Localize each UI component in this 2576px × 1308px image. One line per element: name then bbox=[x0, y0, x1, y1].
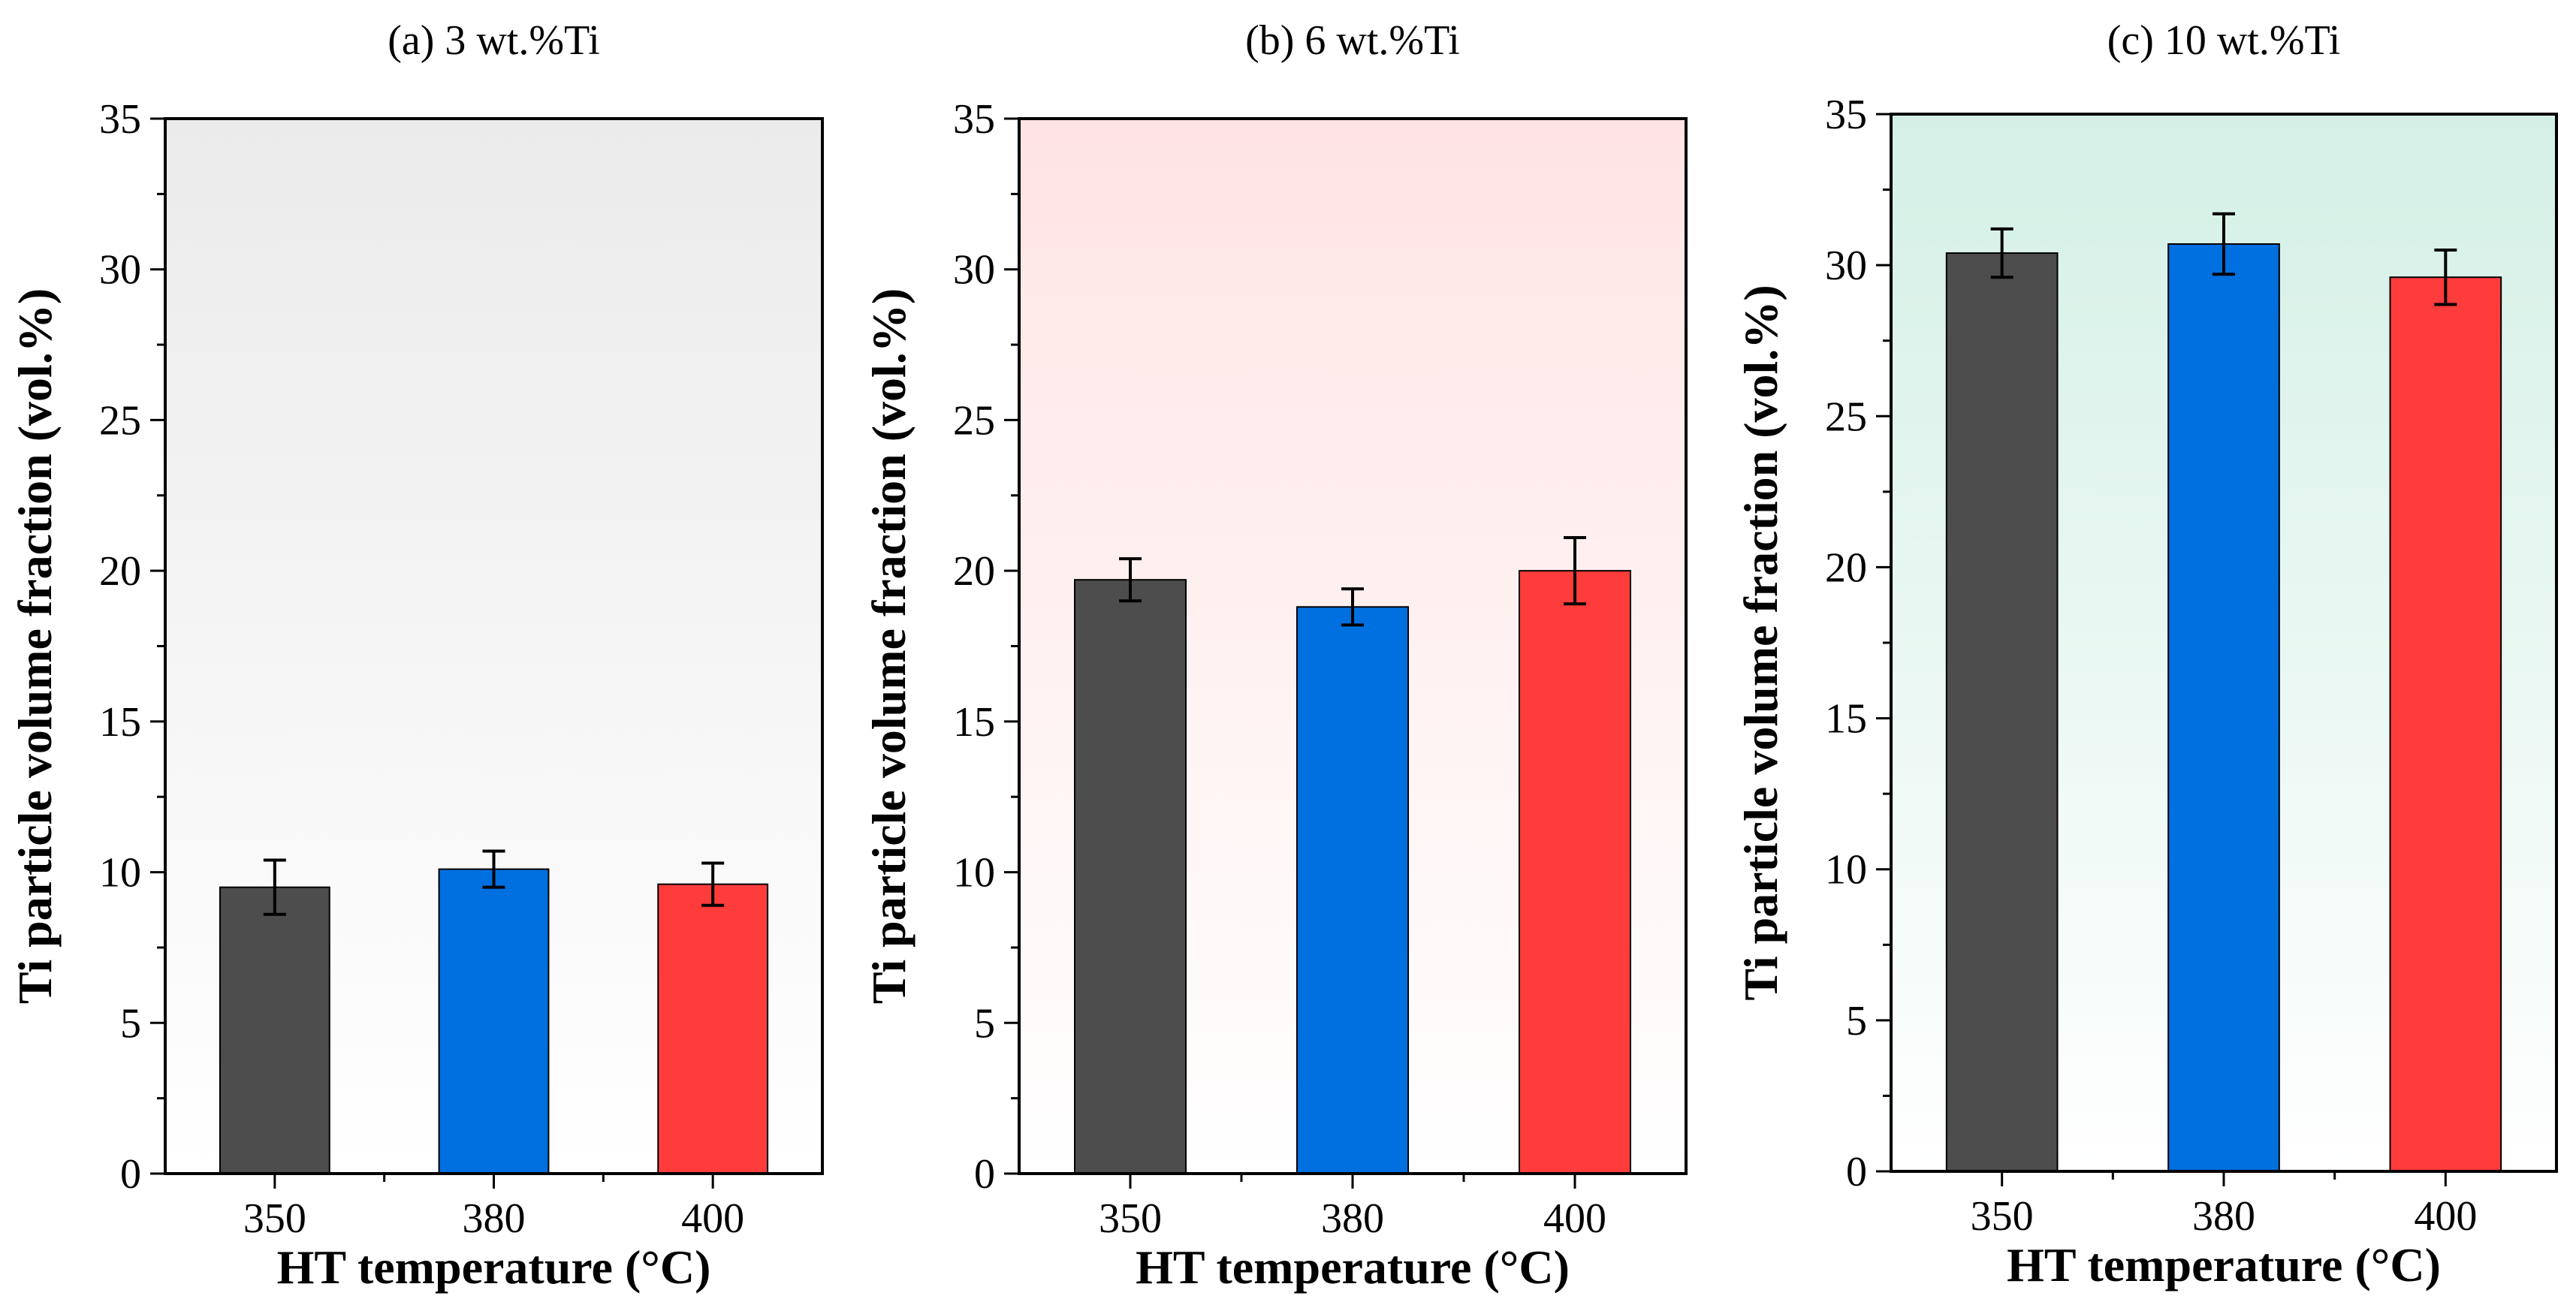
y-tick-label: 35 bbox=[99, 96, 141, 143]
y-tick-label: 10 bbox=[953, 850, 995, 897]
bar-400 bbox=[1519, 570, 1631, 1174]
y-tick-label: 10 bbox=[99, 850, 141, 897]
error-bar-400 bbox=[2434, 249, 2457, 306]
chart-panel-1: 0 5 10 15 20 25 30 35 350 380 400 (a) 3 wt.%Ti HT te… bbox=[8, 17, 824, 1294]
y-tick-label: 25 bbox=[1825, 393, 1867, 440]
error-bar-400 bbox=[701, 861, 725, 907]
bar-380 bbox=[438, 868, 550, 1174]
x-axis-label: HT temperature (°C) bbox=[1136, 1240, 1570, 1294]
y-tick-label: 5 bbox=[974, 1000, 995, 1047]
error-bar-350 bbox=[1119, 557, 1142, 603]
y-tick-label: 30 bbox=[953, 247, 995, 294]
bar-350 bbox=[219, 886, 330, 1174]
y-tick-label: 15 bbox=[953, 699, 995, 746]
panel-title: (a) 3 wt.%Ti bbox=[388, 17, 600, 64]
x-tick-label-400: 400 bbox=[681, 1195, 744, 1242]
y-tick-label: 35 bbox=[953, 96, 995, 143]
y-tick-label: 20 bbox=[1825, 544, 1867, 591]
x-tick-label-350: 350 bbox=[1971, 1193, 2034, 1240]
y-tick-label: 5 bbox=[120, 1000, 141, 1047]
y-tick-label: 15 bbox=[1825, 696, 1867, 743]
x-tick-label-400: 400 bbox=[1543, 1195, 1606, 1242]
y-tick-label: 0 bbox=[974, 1151, 995, 1198]
x-tick-label-380: 380 bbox=[463, 1195, 526, 1242]
y-tick-label: 0 bbox=[1846, 1149, 1867, 1195]
y-tick-label: 0 bbox=[120, 1151, 141, 1198]
bar-350 bbox=[1074, 579, 1187, 1174]
y-axis-label: Ti particle volume fraction (vol.%) bbox=[862, 288, 915, 1004]
y-axis-label: Ti particle volume fraction (vol.%) bbox=[1734, 285, 1787, 1000]
bar-400 bbox=[2389, 276, 2502, 1173]
x-axis-label: HT temperature (°C) bbox=[277, 1240, 711, 1294]
bar-350 bbox=[1945, 252, 2059, 1173]
x-tick-label-380: 380 bbox=[1321, 1195, 1384, 1242]
y-tick-label: 20 bbox=[953, 548, 995, 595]
y-tick-label: 10 bbox=[1825, 847, 1867, 894]
chart-panel-2: 0 5 10 15 20 25 30 35 350 380 400 (b) 6 wt.%Ti HT te… bbox=[862, 17, 1688, 1294]
error-bar-380 bbox=[2213, 212, 2235, 276]
y-axis-label: Ti particle volume fraction (vol.%) bbox=[8, 288, 62, 1004]
y-tick-label: 30 bbox=[1825, 243, 1867, 289]
x-tick-label-350: 350 bbox=[1099, 1195, 1162, 1242]
error-bar-350 bbox=[1990, 227, 2013, 279]
error-bar-380 bbox=[1341, 587, 1364, 627]
x-tick-label-380: 380 bbox=[2192, 1193, 2255, 1240]
y-tick-label: 15 bbox=[99, 699, 141, 746]
error-bar-380 bbox=[482, 849, 505, 889]
panel-title: (b) 6 wt.%Ti bbox=[1245, 17, 1460, 64]
x-tick-label-350: 350 bbox=[243, 1195, 306, 1242]
y-tick-label: 35 bbox=[1825, 92, 1867, 138]
bar-380 bbox=[2167, 243, 2280, 1172]
x-axis-label: HT temperature (°C) bbox=[2007, 1238, 2441, 1291]
y-tick-label: 25 bbox=[99, 397, 141, 444]
y-tick-label: 20 bbox=[99, 548, 141, 595]
bar-380 bbox=[1296, 606, 1409, 1174]
y-tick-label: 25 bbox=[953, 397, 995, 444]
panel-title: (c) 10 wt.%Ti bbox=[2107, 17, 2341, 64]
error-bar-350 bbox=[263, 858, 286, 916]
error-bar-400 bbox=[1564, 535, 1586, 606]
bar-400 bbox=[657, 883, 769, 1174]
y-tick-label: 5 bbox=[1846, 998, 1867, 1044]
chart-panel-3: 0 5 10 15 20 25 30 35 350 380 400 (c) 10 wt.%Ti HT t… bbox=[1734, 17, 2558, 1291]
x-tick-label-400: 400 bbox=[2414, 1193, 2477, 1240]
y-tick-label: 30 bbox=[99, 247, 141, 294]
